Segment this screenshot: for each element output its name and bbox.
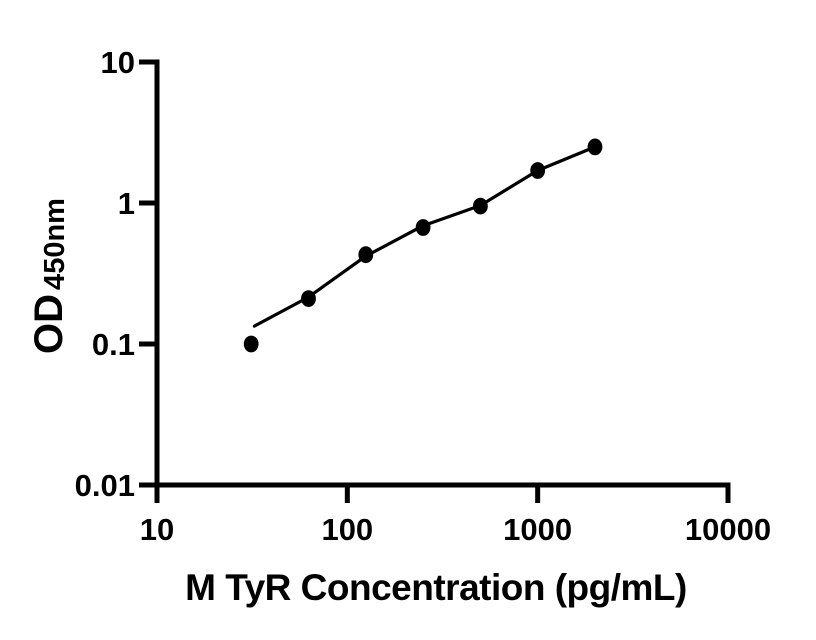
y-tick-label: 10 <box>101 45 135 80</box>
data-point <box>301 290 316 307</box>
data-point <box>415 219 431 236</box>
x-tick-label: 100 <box>321 512 373 547</box>
data-point <box>587 138 603 156</box>
y-tick-label: 0.1 <box>92 327 135 362</box>
y-axis-title-subscript: 450nm <box>39 198 71 290</box>
y-axis-title: OD 450nm <box>27 198 71 354</box>
data-point <box>530 162 546 179</box>
y-tick-label: 1 <box>118 186 135 221</box>
x-tick-label: 10000 <box>685 512 771 547</box>
y-axis-title-main: OD <box>27 294 71 354</box>
x-axis-title: M TyR Concentration (pg/mL) <box>185 567 687 608</box>
x-tick-label: 10 <box>140 512 174 547</box>
y-tick-label: 0.01 <box>75 468 135 503</box>
plot-series <box>243 138 603 353</box>
data-point <box>358 246 374 264</box>
data-point <box>243 335 259 353</box>
x-tick-label: 1000 <box>503 512 572 547</box>
data-point <box>473 197 488 215</box>
